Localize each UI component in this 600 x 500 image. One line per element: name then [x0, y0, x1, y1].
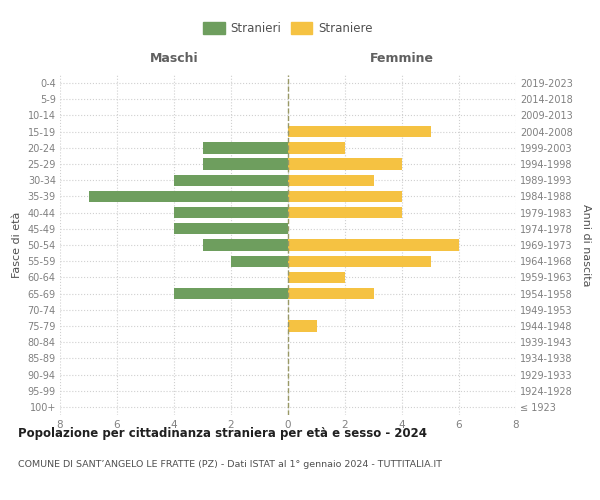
Bar [288, 256, 431, 267]
Bar [288, 191, 402, 202]
Bar [174, 288, 288, 299]
Text: Femmine: Femmine [370, 52, 434, 65]
Y-axis label: Anni di nascita: Anni di nascita [581, 204, 592, 286]
Bar [288, 207, 402, 218]
Bar [288, 126, 431, 138]
Bar [288, 174, 373, 186]
Bar [288, 288, 373, 299]
Bar [203, 158, 288, 170]
Y-axis label: Fasce di età: Fasce di età [12, 212, 22, 278]
Bar [203, 142, 288, 154]
Bar [288, 272, 345, 283]
Bar [288, 320, 317, 332]
Bar [288, 240, 459, 250]
Legend: Stranieri, Straniere: Stranieri, Straniere [201, 20, 375, 38]
Bar [174, 207, 288, 218]
Text: COMUNE DI SANT’ANGELO LE FRATTE (PZ) - Dati ISTAT al 1° gennaio 2024 - TUTTITALI: COMUNE DI SANT’ANGELO LE FRATTE (PZ) - D… [18, 460, 442, 469]
Bar [89, 191, 288, 202]
Bar [288, 158, 402, 170]
Text: Popolazione per cittadinanza straniera per età e sesso - 2024: Popolazione per cittadinanza straniera p… [18, 428, 427, 440]
Bar [231, 256, 288, 267]
Bar [174, 174, 288, 186]
Bar [288, 142, 345, 154]
Bar [203, 240, 288, 250]
Text: Maschi: Maschi [149, 52, 199, 65]
Bar [174, 223, 288, 234]
